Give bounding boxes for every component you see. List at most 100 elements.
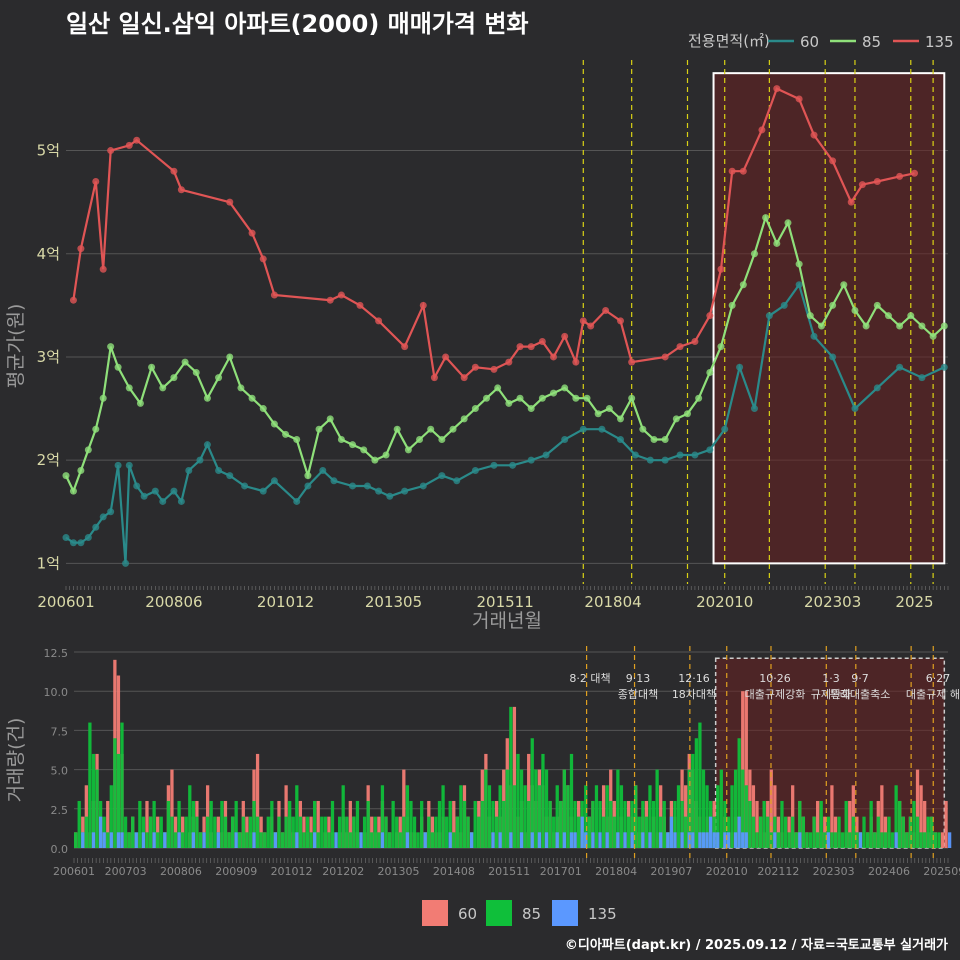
bottom-y-tick-label: 0.0 — [51, 843, 69, 856]
policy-annotation: 규제완화 — [811, 688, 851, 701]
data-point-135 — [471, 363, 479, 371]
bar-135 — [295, 832, 299, 848]
bar-85 — [758, 816, 763, 848]
top-x-tick-label: 201012 — [257, 593, 314, 611]
bar-135 — [141, 832, 146, 848]
bar-85 — [462, 800, 467, 848]
bar-85 — [908, 816, 913, 848]
data-point-60 — [386, 492, 394, 500]
data-point-60 — [579, 425, 587, 433]
bar-85 — [609, 800, 613, 848]
bar-85 — [780, 800, 784, 848]
bar-135 — [712, 832, 716, 848]
bar-135 — [726, 832, 731, 848]
data-point-135 — [177, 186, 185, 194]
bar-60 — [170, 769, 174, 848]
data-point-60 — [401, 487, 409, 495]
bar-85 — [95, 769, 99, 848]
data-point-60 — [676, 451, 684, 459]
bar-85 — [605, 785, 609, 848]
policy-annotation: 18차대책 — [672, 688, 716, 701]
data-point-85 — [315, 425, 323, 433]
legend-title: 전용면적(㎡) — [688, 32, 770, 50]
data-point-60 — [77, 539, 85, 547]
data-point-135 — [847, 198, 855, 206]
data-point-135 — [579, 317, 587, 325]
data-point-60 — [170, 487, 178, 495]
data-point-60 — [159, 497, 167, 505]
bar-135 — [519, 832, 524, 848]
bar-85 — [298, 816, 303, 848]
bar-85 — [398, 832, 402, 848]
data-point-85 — [672, 415, 680, 423]
bar-85 — [205, 816, 210, 848]
bar-85 — [698, 722, 702, 848]
bar-135 — [680, 832, 684, 848]
bar-85 — [498, 785, 502, 848]
bar-85 — [573, 800, 577, 848]
bar-85 — [487, 785, 492, 848]
bar-85 — [587, 816, 591, 848]
data-point-135 — [810, 131, 818, 139]
bar-85 — [880, 832, 884, 848]
data-point-85 — [282, 430, 290, 438]
bar-85 — [434, 816, 438, 848]
data-point-60 — [196, 456, 204, 464]
bar-85 — [245, 832, 249, 848]
bottom-legend-label-135: 135 — [588, 905, 617, 923]
bar-85 — [816, 832, 820, 848]
bar-135 — [134, 832, 138, 848]
bar-85 — [808, 832, 813, 848]
bar-85 — [74, 832, 78, 848]
data-point-85 — [762, 214, 770, 222]
bar-135 — [723, 832, 727, 848]
bar-85 — [801, 816, 806, 848]
bar-85 — [362, 816, 367, 848]
policy-annotation: 10·26 — [759, 672, 791, 685]
bar-135 — [544, 832, 549, 848]
bar-135 — [580, 816, 584, 848]
bar-85 — [869, 800, 873, 848]
data-point-60 — [438, 472, 446, 480]
data-point-135 — [858, 181, 866, 189]
policy-annotation: 9·13 — [626, 672, 651, 685]
bar-85 — [601, 816, 606, 848]
data-point-85 — [784, 219, 792, 227]
bar-85 — [213, 816, 217, 848]
data-point-85 — [181, 358, 189, 366]
bar-85 — [912, 800, 916, 848]
bar-60 — [940, 832, 945, 848]
data-point-85 — [527, 405, 535, 413]
data-point-60 — [226, 472, 234, 480]
bottom-y-tick-label: 5.0 — [51, 765, 69, 778]
bar-85 — [534, 769, 538, 848]
bar-135 — [584, 832, 588, 848]
data-point-135 — [356, 301, 364, 309]
data-point-85 — [795, 260, 803, 268]
bar-135 — [469, 832, 474, 848]
data-point-60 — [940, 363, 948, 371]
bar-85 — [248, 816, 253, 848]
bar-85 — [673, 800, 677, 848]
bar-85 — [584, 785, 588, 848]
bar-85 — [323, 816, 327, 848]
top-y-tick-label: 3억 — [37, 348, 60, 366]
bar-85 — [923, 832, 927, 848]
data-point-60 — [363, 482, 371, 490]
data-point-85 — [270, 420, 278, 428]
data-point-85 — [125, 384, 133, 392]
data-point-135 — [572, 358, 580, 366]
bar-85 — [840, 832, 845, 848]
bar-85 — [837, 816, 841, 848]
bottom-x-tick-label: 200806 — [160, 865, 202, 878]
data-point-85 — [561, 384, 569, 392]
data-point-60 — [721, 425, 729, 433]
data-point-85 — [203, 394, 211, 402]
bar-85 — [402, 816, 406, 848]
data-point-60 — [810, 332, 818, 340]
bar-85 — [676, 785, 681, 848]
data-point-60 — [92, 523, 100, 531]
bar-60 — [527, 753, 531, 848]
bar-85 — [113, 738, 117, 848]
